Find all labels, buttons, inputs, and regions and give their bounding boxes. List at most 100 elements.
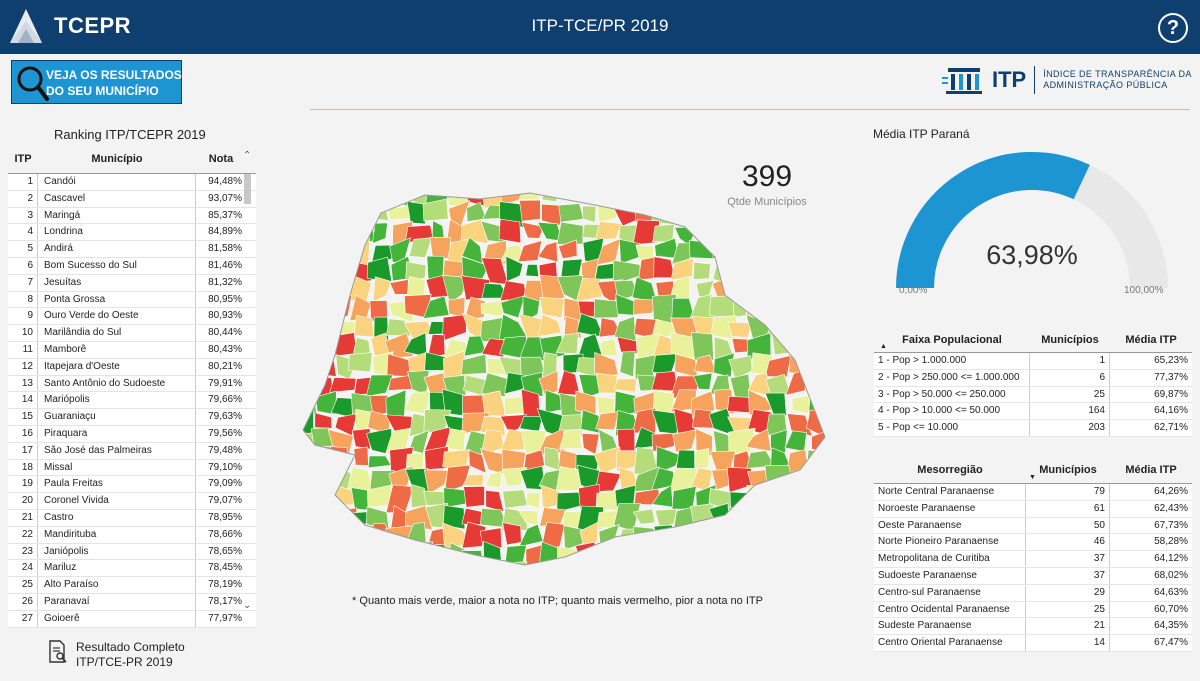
map-municipality[interactable]	[557, 185, 584, 201]
map-municipality[interactable]	[310, 275, 335, 298]
map-municipality[interactable]	[821, 241, 835, 265]
population-range-row[interactable]: 1 - Pop > 1.000.000 1 65,23%	[874, 353, 1192, 370]
map-municipality[interactable]	[336, 507, 358, 530]
scroll-up-icon[interactable]: ⌃	[243, 150, 252, 161]
map-municipality[interactable]	[310, 220, 331, 241]
map-municipality[interactable]	[581, 433, 600, 455]
map-municipality[interactable]	[541, 185, 558, 203]
map-municipality[interactable]	[823, 391, 835, 418]
map-municipality[interactable]	[519, 415, 543, 432]
map-municipality[interactable]	[807, 562, 825, 580]
map-municipality[interactable]	[442, 504, 466, 530]
map-municipality[interactable]	[295, 470, 317, 490]
map-municipality[interactable]	[727, 544, 754, 565]
map-municipality[interactable]	[728, 563, 755, 580]
map-municipality[interactable]	[785, 369, 806, 396]
map-municipality[interactable]	[810, 296, 825, 319]
map-municipality[interactable]	[558, 239, 578, 260]
map-municipality[interactable]	[672, 429, 698, 453]
map-municipality[interactable]	[521, 221, 544, 239]
population-range-table[interactable]: ▲ Faixa Populacional Municípios Média IT…	[874, 327, 1192, 437]
ranking-row[interactable]: 10 Marilândia do Sul 80,44%	[8, 325, 256, 342]
map-municipality[interactable]	[654, 508, 677, 529]
map-municipality[interactable]	[370, 541, 389, 565]
map-municipality[interactable]	[805, 319, 831, 339]
map-municipality[interactable]	[789, 490, 805, 509]
ranking-row[interactable]: 15 Guaraniaçu 79,63%	[8, 409, 256, 426]
map-municipality[interactable]	[803, 471, 826, 493]
map-municipality[interactable]	[295, 446, 318, 466]
map-municipality[interactable]	[694, 522, 716, 550]
ranking-row[interactable]: 25 Alto Paraíso 78,19%	[8, 577, 256, 594]
map-municipality[interactable]	[807, 261, 827, 281]
map-municipality[interactable]	[518, 188, 540, 200]
map-municipality[interactable]	[784, 221, 813, 247]
map-municipality[interactable]	[823, 416, 835, 436]
map-municipality[interactable]	[295, 390, 318, 418]
map-municipality[interactable]	[618, 238, 641, 265]
map-municipality[interactable]	[369, 560, 393, 580]
sort-ascending-icon[interactable]: ▲	[880, 343, 887, 350]
map-municipality[interactable]	[329, 377, 357, 393]
map-municipality[interactable]	[309, 241, 338, 266]
map-municipality[interactable]	[708, 563, 737, 580]
ranking-row[interactable]: 1 Candói 94,48%	[8, 174, 256, 191]
map-municipality[interactable]	[295, 522, 314, 552]
map-municipality[interactable]	[768, 505, 791, 526]
map-municipality[interactable]	[388, 204, 413, 220]
map-municipality[interactable]	[576, 562, 602, 580]
map-municipality[interactable]	[595, 221, 623, 241]
map-municipality[interactable]	[328, 185, 357, 210]
map-municipality[interactable]	[767, 563, 789, 580]
map-municipality[interactable]	[822, 189, 835, 204]
map-municipality[interactable]	[298, 258, 319, 285]
map-municipality[interactable]	[295, 185, 314, 209]
map-municipality[interactable]	[483, 560, 510, 580]
map-municipality[interactable]	[714, 185, 731, 205]
map-municipality[interactable]	[558, 428, 582, 450]
map-municipality[interactable]	[670, 198, 700, 225]
map-municipality[interactable]	[614, 544, 638, 566]
map-municipality[interactable]	[804, 373, 829, 393]
map-municipality[interactable]	[485, 470, 502, 489]
map-municipality[interactable]	[827, 297, 835, 318]
map-municipality[interactable]	[716, 198, 730, 222]
map-municipality[interactable]	[788, 332, 813, 360]
map-municipality[interactable]	[802, 219, 831, 248]
map-municipality[interactable]	[823, 485, 835, 511]
map-municipality[interactable]	[619, 351, 636, 378]
map-municipality[interactable]	[316, 204, 332, 226]
map-municipality[interactable]	[405, 561, 433, 580]
ranking-row[interactable]: 26 Paranavaí 78,17%	[8, 593, 256, 611]
map-municipality[interactable]	[772, 490, 794, 513]
map-municipality[interactable]	[444, 567, 471, 580]
map-municipality[interactable]	[767, 185, 790, 204]
map-municipality[interactable]	[821, 370, 835, 394]
map-municipality[interactable]	[596, 198, 618, 223]
map-municipality[interactable]	[593, 298, 622, 319]
map-municipality[interactable]	[732, 244, 757, 259]
map-municipality[interactable]	[824, 357, 835, 373]
ranking-row[interactable]: 16 Piraquara 79,56%	[8, 425, 256, 443]
map-municipality[interactable]	[632, 219, 660, 246]
map-municipality[interactable]	[827, 508, 835, 532]
map-municipality[interactable]	[784, 564, 813, 580]
map-municipality[interactable]	[791, 297, 811, 323]
map-municipality[interactable]	[311, 185, 337, 207]
map-municipality[interactable]	[615, 185, 639, 205]
map-municipality[interactable]	[710, 222, 733, 243]
ranking-row[interactable]: 8 Ponta Grossa 80,95%	[8, 291, 256, 309]
map-municipality[interactable]	[310, 469, 334, 490]
map-municipality[interactable]	[330, 199, 353, 227]
full-result-link[interactable]: Resultado Completo ITP/TCE-PR 2019	[48, 640, 185, 670]
map-municipality[interactable]	[295, 223, 320, 242]
map-municipality[interactable]	[806, 449, 831, 474]
map-municipality[interactable]	[823, 543, 835, 566]
map-municipality[interactable]	[366, 185, 389, 209]
map-municipality[interactable]	[746, 185, 775, 206]
map-municipality[interactable]	[811, 429, 831, 451]
map-municipality[interactable]	[539, 296, 565, 319]
map-municipalities[interactable]	[295, 185, 835, 580]
mesoregion-row[interactable]: Centro-sul Paranaense 29 64,63%	[874, 584, 1192, 602]
map-municipality[interactable]	[460, 218, 489, 245]
